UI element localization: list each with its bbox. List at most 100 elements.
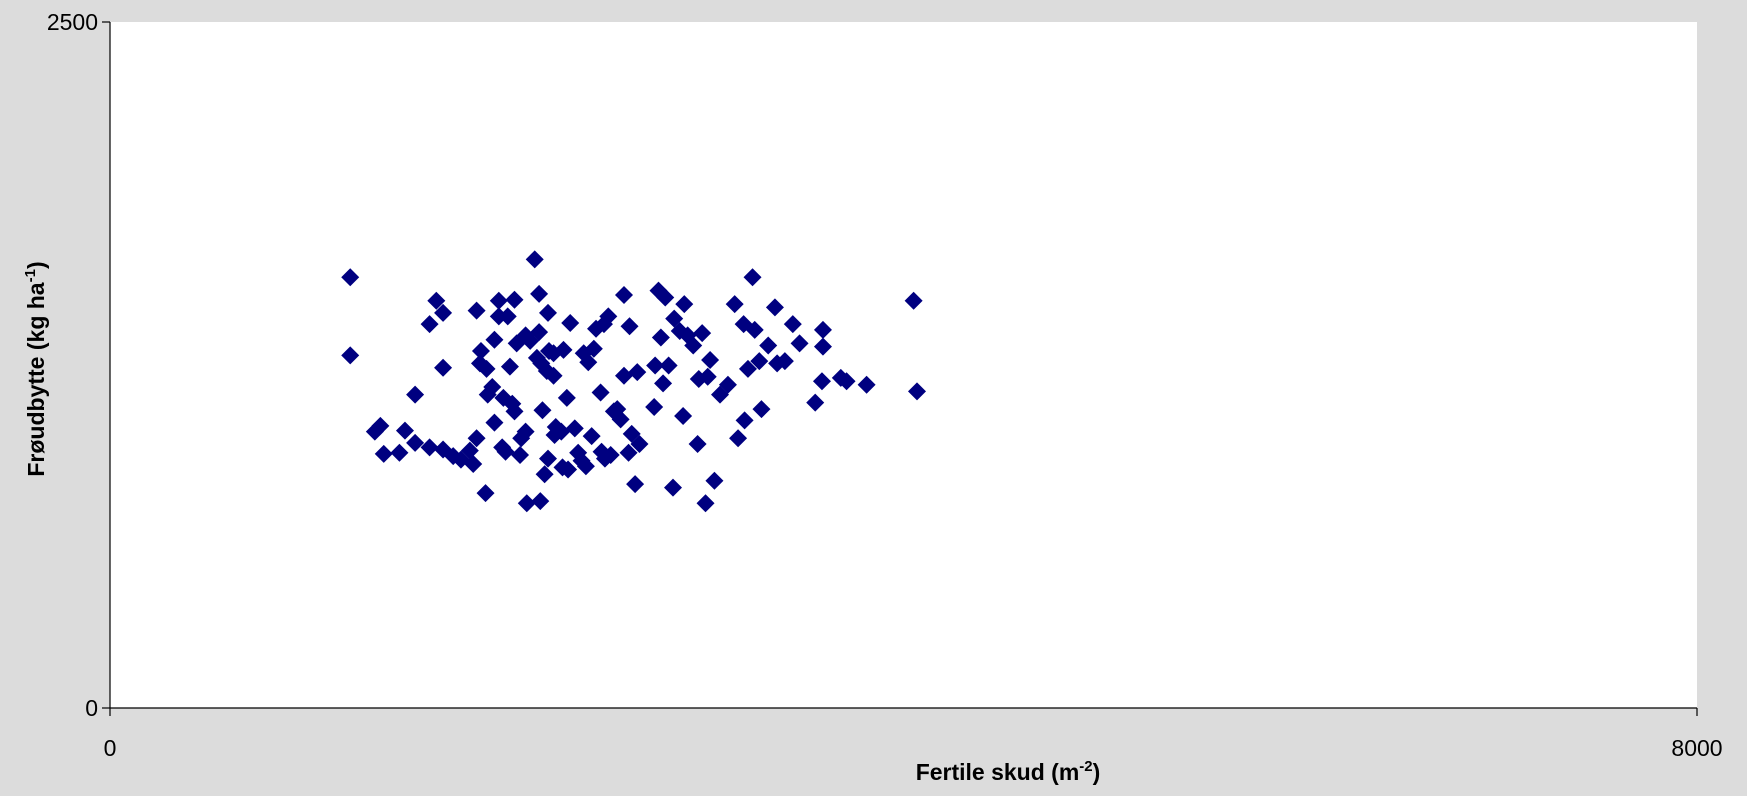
point	[701, 351, 720, 370]
point	[427, 291, 446, 310]
point	[341, 346, 360, 365]
point	[471, 342, 490, 361]
point	[783, 315, 802, 334]
point	[576, 457, 595, 476]
point	[485, 330, 504, 349]
point	[460, 441, 479, 460]
point	[614, 286, 633, 305]
point	[601, 446, 620, 465]
point	[705, 471, 724, 490]
point	[790, 334, 809, 353]
point	[599, 307, 618, 326]
point	[565, 419, 584, 438]
x-axis-label: Fertile skud (m-2)	[916, 758, 1101, 785]
point	[813, 337, 832, 356]
point	[505, 290, 524, 309]
point	[530, 284, 549, 303]
point	[729, 429, 748, 448]
point	[656, 288, 675, 307]
point	[496, 442, 515, 461]
point	[735, 411, 754, 430]
point	[561, 314, 580, 333]
point	[725, 295, 744, 314]
point	[406, 433, 425, 452]
point	[696, 494, 715, 513]
point	[837, 372, 856, 391]
point	[806, 393, 825, 412]
point	[698, 367, 717, 386]
point	[659, 356, 678, 375]
point	[752, 400, 771, 419]
point	[557, 388, 576, 407]
point	[467, 301, 486, 320]
point	[654, 374, 673, 393]
point	[535, 465, 554, 484]
point	[904, 291, 923, 310]
point	[516, 422, 535, 441]
point	[750, 352, 769, 371]
point	[857, 375, 876, 394]
point	[434, 303, 453, 322]
point	[584, 339, 603, 358]
point	[628, 363, 647, 382]
point	[505, 402, 524, 421]
point	[674, 407, 693, 426]
point	[539, 449, 558, 468]
point	[579, 353, 598, 372]
point	[743, 268, 762, 287]
point	[619, 443, 638, 462]
point	[500, 357, 519, 376]
point	[626, 475, 645, 494]
point	[498, 307, 517, 326]
point	[341, 268, 360, 287]
point	[477, 359, 496, 378]
point	[775, 352, 794, 371]
point	[489, 291, 508, 310]
point	[582, 427, 601, 446]
point	[464, 455, 483, 474]
point	[630, 435, 649, 454]
point	[552, 422, 571, 441]
point	[530, 323, 549, 342]
point	[812, 372, 831, 391]
point	[591, 383, 610, 402]
point	[395, 421, 414, 440]
point	[390, 443, 409, 462]
point	[420, 438, 439, 457]
y-label-text: Frøudbytte (kg ha	[23, 282, 49, 476]
point	[688, 435, 707, 454]
y-tick-label: 0	[85, 695, 98, 721]
point	[525, 250, 544, 269]
x-label-text: Fertile skud (m	[916, 759, 1080, 785]
point	[485, 413, 504, 432]
point	[675, 295, 694, 314]
point	[406, 385, 425, 404]
point	[765, 298, 784, 317]
point	[517, 494, 536, 513]
y-tick-label: 2500	[47, 9, 98, 35]
point	[646, 356, 665, 375]
point	[559, 460, 578, 479]
x-label-sup: -2	[1079, 758, 1092, 775]
point	[434, 358, 453, 377]
point	[511, 446, 530, 465]
point	[759, 336, 778, 355]
point	[476, 484, 495, 503]
point	[544, 366, 563, 385]
y-label-sup: -1	[22, 269, 39, 282]
point	[483, 377, 502, 396]
point	[907, 382, 926, 401]
y-axis-label: Frøudbytte (kg ha-1)	[22, 261, 49, 476]
point	[539, 303, 558, 322]
point	[533, 401, 552, 420]
x-label-end: )	[1093, 759, 1101, 785]
point	[371, 416, 390, 435]
point	[663, 478, 682, 497]
x-tick-label: 8000	[1671, 735, 1722, 761]
point	[745, 320, 764, 339]
point	[693, 324, 712, 343]
point	[531, 492, 550, 511]
point	[611, 410, 630, 429]
